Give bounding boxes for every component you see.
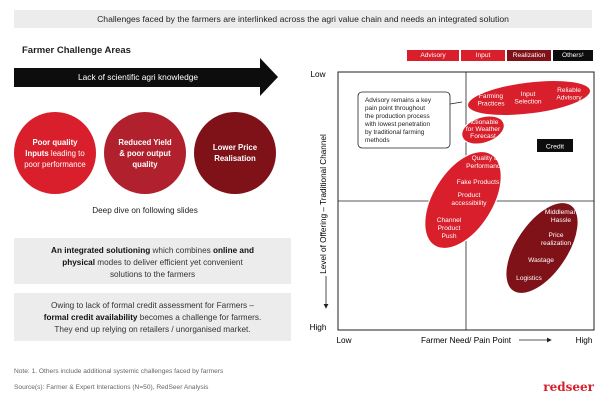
box1-combines: which combines [150,246,214,255]
input-item-4-line-1: Channel [437,217,462,224]
box1-line-3: solutions to the farmers [109,270,196,279]
realization-item-1-line-1: Middleman [545,209,578,216]
callout-line-2: pain point throughout [365,105,425,112]
box1-online: online and [213,246,254,255]
circle-1-inputs: Inputs [25,148,49,158]
weather-item-line-3: Forecast [470,133,496,140]
slide-title-banner: Challenges faced by the farmers are inte… [14,10,592,28]
y-low-label: Low [310,70,325,79]
x-high-label: High [576,336,593,345]
x-axis-title: Farmer Need/ Pain Point [421,336,512,345]
callout-line-6: methods [365,137,390,144]
callout-connector [449,101,463,105]
realization-item-3-line-1: Wastage [528,257,554,264]
realization-item-1-line-2: Hassle [551,217,571,224]
challenge-circle-reduced-yield: Reduced Yield & poor output quality [104,112,186,194]
input-item-3-line-2: accessibility [451,200,487,207]
advisory-cluster [466,79,592,117]
circle-2-line-3: quality [132,159,158,169]
input-item-4-line-2: Product [438,225,461,232]
input-cluster [424,150,502,250]
circle-2-line-2: & poor output [119,148,171,158]
realization-item-2-line-1: Price [548,232,563,239]
integrated-solution-box: An integrated solutioning which combines… [14,238,291,284]
deep-dive-note: Deep dive on following slides [92,206,198,215]
box2-challenge: becomes a challenge for farmers. [137,313,262,322]
input-item-1-line-2: Performance [466,163,504,170]
box1-integrated: integrated solutioning [64,246,151,255]
callout-line-5: by traditional farming [365,129,425,136]
credit-box-marker [537,139,573,152]
knowledge-arrow-label: Lack of scientific agri knowledge [14,68,262,87]
circle-2-line-1: Reduced Yield [118,137,172,147]
weather-forecast-bubble [461,115,505,145]
circle-3-line-1: Lower Price [212,143,258,152]
box1-line-1: An integrated solutioning which combines… [14,245,291,257]
advisory-item-1-line-2: Practices [477,101,505,108]
callout-line-4: with lowest penetration [364,121,430,128]
realization-item-4-line-1: Logistics [516,275,542,282]
advisory-item-2-line-2: Selection [514,99,541,106]
input-item-1-line-1: Quality & [472,155,499,162]
footnote: Note: 1. Others include additional syste… [14,368,224,375]
circle-1-poor-performance: poor performance [24,159,86,169]
box1-modes: modes to deliver efficient yet convenien… [95,258,243,267]
circle-1-line-1: Poor quality [32,137,78,147]
sources: Source(s): Farmer & Expert Interactions … [14,384,209,391]
box2-line-3: They end up relying on retailers / unorg… [54,325,251,334]
input-item-4-line-3: Push [441,233,456,240]
knowledge-arrow: Lack of scientific agri knowledge [14,58,280,96]
weather-item-line-1: Actionable [468,119,499,126]
advisory-item-2-line-1: Input [521,91,536,98]
legend-input: Input [461,50,505,61]
farmer-challenge-areas-title: Farmer Challenge Areas [22,45,131,56]
box2-line-2: formal credit availability becomes a cha… [14,312,291,324]
x-low-label: Low [336,336,351,345]
credit-box: Owing to lack of formal credit assessmen… [14,293,291,341]
legend-advisory: Advisory [407,50,459,61]
circle-1-leading: leading to [48,148,85,158]
box2-formal-credit: formal credit availability [43,313,138,322]
circle-1-line-3: poor performance [24,159,86,170]
callout-line-3: the production process [365,113,430,120]
legend-realization: Realization [507,50,551,61]
realization-cluster [505,201,579,295]
weather-item-line-2: for Weather [466,126,501,133]
box1-physical: physical [62,258,95,267]
redseer-logo: redseer [543,380,594,394]
advisory-item-3-line-2: Advisory [556,95,582,102]
advisory-item-3-line-1: Reliable [557,87,581,94]
advisory-item-1-line-1: Farming [479,93,504,100]
arrow-head-icon [260,58,278,96]
box1-an: An [51,246,65,255]
circle-1-line-2: Inputs leading to [24,148,86,159]
credit-label: Credit [546,144,564,151]
box1-line-2: physical modes to deliver efficient yet … [14,257,291,269]
y-axis-title: Level of Offering – Traditional Channel [319,134,328,274]
box2-line-1: Owing to lack of formal credit assessmen… [51,301,254,310]
input-item-3-line-1: Product [458,192,481,199]
legend-others: Others¹ [553,50,593,61]
circle-3-line-2: Realisation [214,154,256,163]
challenge-circle-lower-price: Lower Price Realisation [194,112,276,194]
realization-item-2-line-2: realization [541,240,571,247]
advisory-callout-box [357,91,451,149]
input-item-2-line-1: Fake Products [457,179,500,186]
y-high-label: High [310,323,327,332]
challenge-circle-poor-quality: Poor quality Inputs leading to poor perf… [14,112,96,194]
callout-line-1: Advisory remains a key [365,97,432,104]
